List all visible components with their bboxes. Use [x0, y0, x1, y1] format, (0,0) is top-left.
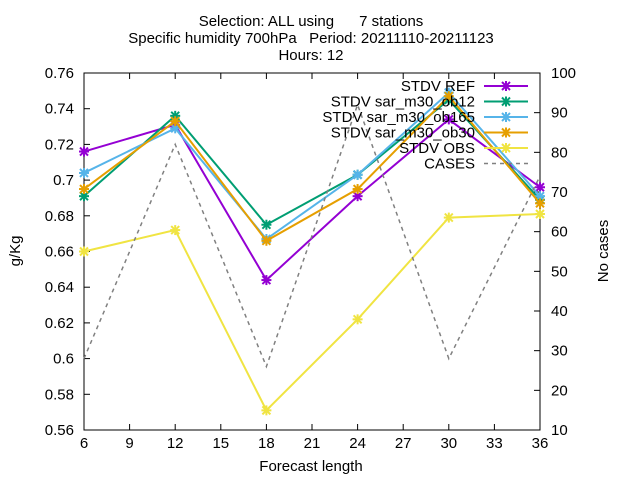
x-axis: 6 9 12 15 18 21 24 27 30 33 36: [80, 73, 549, 452]
y2-tick-label: 30: [551, 343, 568, 360]
chart-title: Selection: ALL using 7 stationsSpecific …: [128, 13, 494, 64]
y-tick-label: 0.58: [45, 386, 74, 403]
x-tick-label: 24: [349, 435, 366, 452]
title-line: Specific humidity 700hPa Period: 2021111…: [128, 30, 494, 47]
y-axis-label: g/Kg: [7, 236, 24, 267]
y2-tick-label: 80: [551, 144, 568, 161]
series-line: [83, 102, 541, 369]
legend-marker: [501, 127, 511, 138]
data-point: [352, 314, 363, 325]
y2-tick-label: 60: [551, 224, 568, 241]
y-tick-label: 0.68: [45, 208, 74, 225]
legend-label: STDV sar_m30_ob165: [322, 109, 475, 126]
series-line: [83, 213, 541, 413]
y2-axis-label: No cases: [595, 220, 612, 283]
series-lines: [79, 87, 545, 416]
x-tick-label: 6: [80, 435, 88, 452]
legend-label: STDV REF: [401, 78, 475, 95]
y2-tick-label: 40: [551, 303, 568, 320]
data-point: [535, 198, 545, 209]
legend-marker: [501, 96, 511, 107]
legend-marker: [501, 112, 511, 122]
x-tick-label: 30: [440, 435, 457, 452]
data-point: [79, 146, 89, 157]
data-point: [79, 167, 89, 178]
x-tick-label: 33: [486, 435, 503, 452]
data-point: [443, 212, 454, 223]
x-tick-label: 9: [125, 435, 133, 452]
data-point: [352, 191, 363, 202]
x-tick-label: 15: [212, 435, 229, 452]
series-stdv-sar-m30-ob30: [79, 91, 545, 246]
series-stdv-sar-m30-ob165: [79, 87, 545, 245]
y2-tick-label: 70: [551, 184, 568, 201]
y2-tick-label: 50: [551, 263, 568, 280]
data-point: [261, 235, 272, 246]
data-point: [261, 219, 272, 230]
data-point: [443, 91, 454, 102]
title-line: Selection: ALL using 7 stations: [199, 13, 424, 30]
series-stdv-sar-m30-ob12: [79, 94, 545, 230]
series-cases: [83, 102, 541, 369]
y-tick-label: 0.74: [45, 101, 74, 118]
legend-marker: [501, 81, 511, 91]
legend-label: STDV sar_m30_ob12: [331, 94, 475, 111]
data-point: [352, 169, 363, 180]
y-axis: 0.56 0.58 0.6 0.62 0.64 0.66 0.68 0.7 0.72 0.74 0.…: [45, 65, 90, 439]
y-tick-label: 0.62: [45, 315, 74, 332]
data-point: [535, 209, 545, 220]
legend-label: CASES: [424, 156, 475, 173]
y2-tick-label: 90: [551, 105, 568, 122]
y2-tick-label: 10: [551, 422, 568, 439]
legend-marker: [501, 143, 511, 153]
y-tick-label: 0.72: [45, 136, 74, 153]
data-point: [170, 116, 181, 127]
y-tick-label: 0.64: [45, 279, 74, 296]
y2-tick-label: 100: [551, 65, 576, 82]
legend-label: STDV sar_m30_ob30: [331, 125, 475, 142]
x-tick-label: 18: [258, 435, 275, 452]
series-line: [83, 94, 541, 243]
y-tick-label: 0.6: [53, 351, 74, 368]
data-point: [443, 114, 454, 125]
y-tick-label: 0.56: [45, 422, 74, 439]
series-line: [83, 91, 541, 241]
x-tick-label: 21: [304, 435, 321, 452]
y2-axis: 10 20 30 40 50 60 70 80 90 100: [534, 65, 576, 439]
data-point: [79, 184, 89, 195]
y-tick-label: 0.66: [45, 244, 74, 261]
data-point: [352, 184, 363, 195]
legend-label: STDV OBS: [399, 140, 475, 157]
data-point: [535, 182, 545, 193]
x-tick-label: 27: [395, 435, 412, 452]
x-axis-label: Forecast length: [259, 458, 362, 475]
y-tick-label: 0.7: [53, 172, 74, 189]
data-point: [79, 246, 89, 257]
data-point: [261, 275, 272, 286]
x-tick-label: 36: [532, 435, 549, 452]
x-tick-label: 12: [167, 435, 184, 452]
y-tick-label: 0.76: [45, 65, 74, 82]
data-point: [170, 225, 181, 236]
data-point: [261, 405, 272, 416]
title-line: Hours: 12: [278, 47, 343, 64]
series-stdv-obs: [79, 209, 545, 416]
series-line: [83, 98, 541, 226]
y2-tick-label: 20: [551, 382, 568, 399]
